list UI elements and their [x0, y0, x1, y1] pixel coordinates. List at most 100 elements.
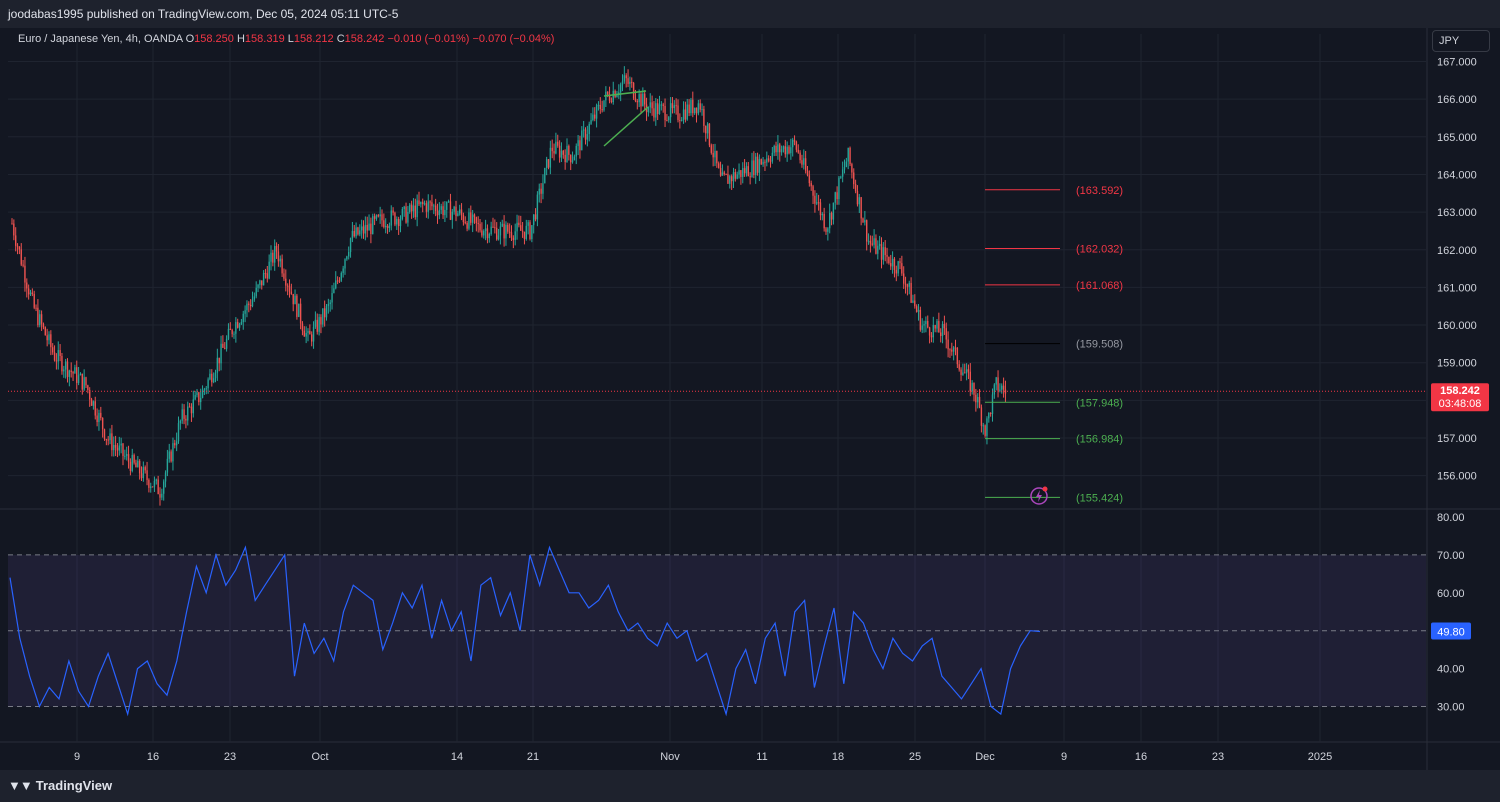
candle-body: [381, 214, 383, 221]
candle-body: [618, 92, 620, 94]
candle-body: [677, 105, 679, 120]
candle-body: [279, 258, 281, 262]
candle-body: [860, 197, 862, 219]
candle-body: [355, 227, 357, 237]
candle-body: [880, 244, 883, 260]
candle-body: [233, 333, 235, 335]
candle-body: [649, 102, 651, 108]
candle-body: [718, 163, 720, 168]
candle-body: [89, 389, 91, 400]
currency-button[interactable]: JPY: [1432, 30, 1490, 52]
candle-body: [810, 183, 812, 187]
candle-body: [897, 261, 899, 274]
candle-body: [229, 328, 231, 330]
time-tick-label: 21: [527, 751, 539, 763]
candle-body: [740, 170, 742, 177]
candle-body: [35, 307, 37, 309]
candle-body: [867, 240, 870, 242]
candle-body: [20, 249, 22, 265]
candle-body: [201, 390, 204, 398]
candle-body: [418, 200, 420, 205]
alert-dot-icon: [1042, 486, 1048, 492]
candle-body: [993, 384, 996, 395]
candle-body: [723, 172, 725, 175]
candle-body: [50, 334, 52, 348]
candle-body: [15, 235, 17, 246]
candle-body: [664, 105, 666, 121]
low-label: L: [287, 33, 294, 45]
candle-body: [871, 243, 873, 245]
candle-body: [396, 218, 398, 225]
candle-body: [762, 161, 764, 165]
candle-body: [288, 286, 291, 292]
candle-body: [373, 216, 376, 219]
candle-body: [481, 230, 483, 236]
candle-body: [914, 300, 916, 307]
candle-body: [26, 282, 28, 289]
candle-body: [77, 375, 80, 383]
candle-body: [68, 370, 71, 377]
candle-body: [348, 252, 350, 257]
candle-body: [13, 223, 15, 236]
candle-body: [18, 246, 21, 250]
candle-body: [107, 439, 109, 441]
candle-body: [566, 145, 568, 163]
countdown-label: 03:48:08: [1439, 398, 1482, 410]
candle-body: [779, 144, 781, 153]
candle-body: [161, 493, 163, 498]
brand-name: TradingView: [35, 778, 113, 793]
price-level-label: (162.032): [1076, 244, 1123, 256]
tradingview-logo[interactable]: ▼▼ TradingView: [8, 778, 112, 793]
candle-body: [631, 81, 633, 83]
candle-body: [878, 244, 881, 246]
candle-body: [447, 201, 450, 203]
candle-body: [309, 330, 311, 335]
time-tick-label: 23: [1212, 751, 1224, 763]
candle-body: [390, 210, 392, 226]
candle-body: [81, 373, 83, 390]
candle-body: [164, 472, 167, 482]
candle-body: [283, 273, 285, 279]
candle-body: [545, 159, 548, 169]
price-tick-label: 159.000: [1437, 358, 1477, 370]
candle-body: [977, 397, 979, 403]
candle-body: [671, 103, 674, 109]
candle-body: [886, 255, 888, 257]
candle-body: [40, 314, 43, 324]
price-level-label: (159.508): [1076, 339, 1123, 351]
candle-body: [340, 272, 342, 281]
candle-body: [468, 212, 470, 229]
trendline-upper[interactable]: [603, 90, 647, 97]
candle-body: [888, 256, 890, 264]
candle-body: [695, 107, 698, 114]
candle-body: [142, 467, 145, 479]
candle-body: [37, 307, 39, 326]
candle-body: [473, 214, 476, 218]
candle-body: [177, 423, 180, 442]
candle-body: [266, 273, 268, 279]
candle-body: [917, 309, 920, 312]
candle-body: [851, 164, 853, 173]
candle-body: [292, 293, 294, 305]
trendline-lower[interactable]: [603, 106, 649, 147]
candle-body: [521, 230, 524, 232]
chart-area[interactable]: [0, 28, 1500, 770]
alert-icon[interactable]: [1030, 487, 1048, 505]
candle-body: [270, 252, 272, 262]
candle-body: [564, 154, 566, 163]
candle-body: [529, 222, 531, 239]
candle-body: [595, 105, 598, 119]
low-value: 158.212: [293, 33, 334, 45]
candle-body: [784, 146, 786, 155]
candle-body: [616, 93, 618, 98]
candle-body: [63, 369, 65, 372]
candle-body: [653, 108, 655, 118]
change-value: −0.010 (−0.01%): [387, 33, 470, 45]
candle-body: [753, 160, 755, 176]
candle-body: [705, 125, 707, 134]
candle-body: [235, 322, 237, 334]
candle-body: [205, 388, 207, 390]
price-level-label: (157.948): [1076, 397, 1123, 409]
time-tick-label: 23: [224, 751, 236, 763]
